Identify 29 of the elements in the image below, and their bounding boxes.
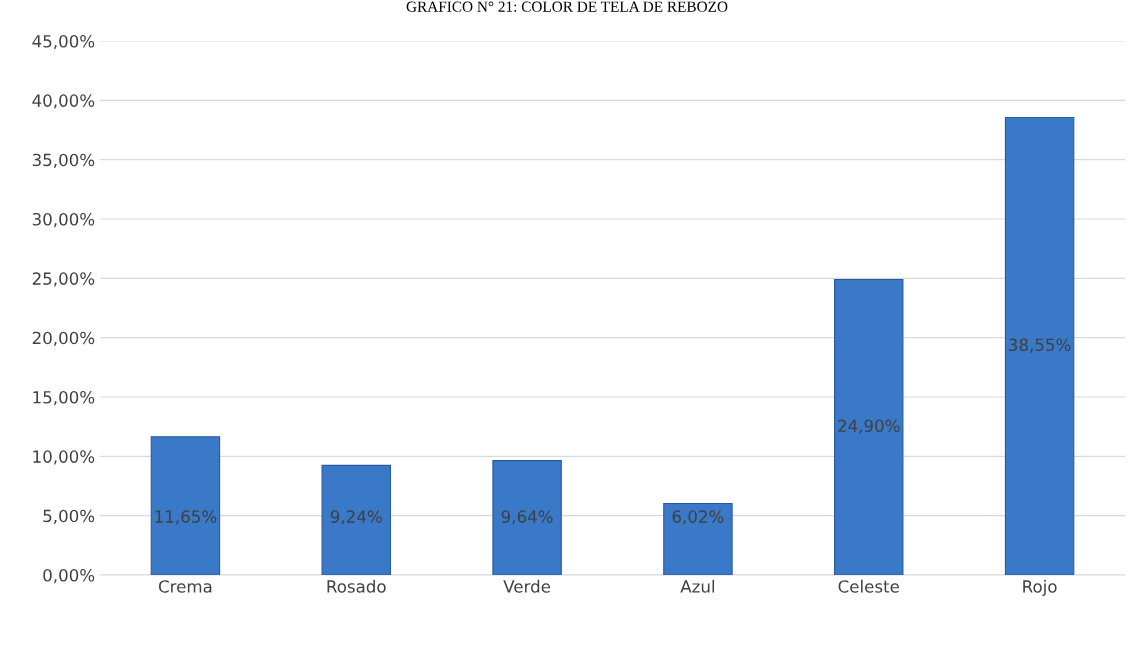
bar (1004, 116, 1075, 575)
bar (663, 503, 733, 575)
data-label: 6,02% (672, 510, 724, 525)
data-label: 38,55% (1009, 338, 1071, 353)
x-tick-label: Celeste (838, 579, 899, 593)
y-tick-label: 35,00% (32, 153, 95, 168)
y-tick-label: 5,00% (43, 509, 95, 524)
bar (492, 460, 562, 575)
y-tick-label: 20,00% (32, 331, 95, 346)
bar (834, 278, 904, 575)
data-label: 11,65% (155, 510, 217, 525)
y-tick-label: 10,00% (33, 450, 95, 465)
bar (321, 464, 391, 575)
y-tick-label: 25,00% (32, 272, 95, 287)
y-tick-label: 15,00% (33, 390, 95, 406)
y-tick-label: 30,00% (32, 212, 95, 228)
x-tick-label: Crema (158, 580, 212, 593)
chart-title: GRAFICO N° 21: COLOR DE TELA DE REBOZO (406, 1, 728, 12)
y-tick-label: 40,00% (32, 94, 95, 109)
x-tick-label: Rosado (327, 579, 386, 593)
bar (150, 436, 221, 575)
x-tick-label: Rojo (1023, 579, 1057, 596)
y-tick-label: 45,00% (32, 34, 95, 50)
data-label: 9,24% (330, 510, 382, 525)
data-label: 24,90% (838, 419, 900, 434)
data-label: 9,64% (501, 510, 553, 525)
x-tick-label: Verde (503, 579, 551, 593)
x-tick-label: Azul (680, 579, 715, 593)
y-tick-label: 0,00% (43, 568, 95, 584)
